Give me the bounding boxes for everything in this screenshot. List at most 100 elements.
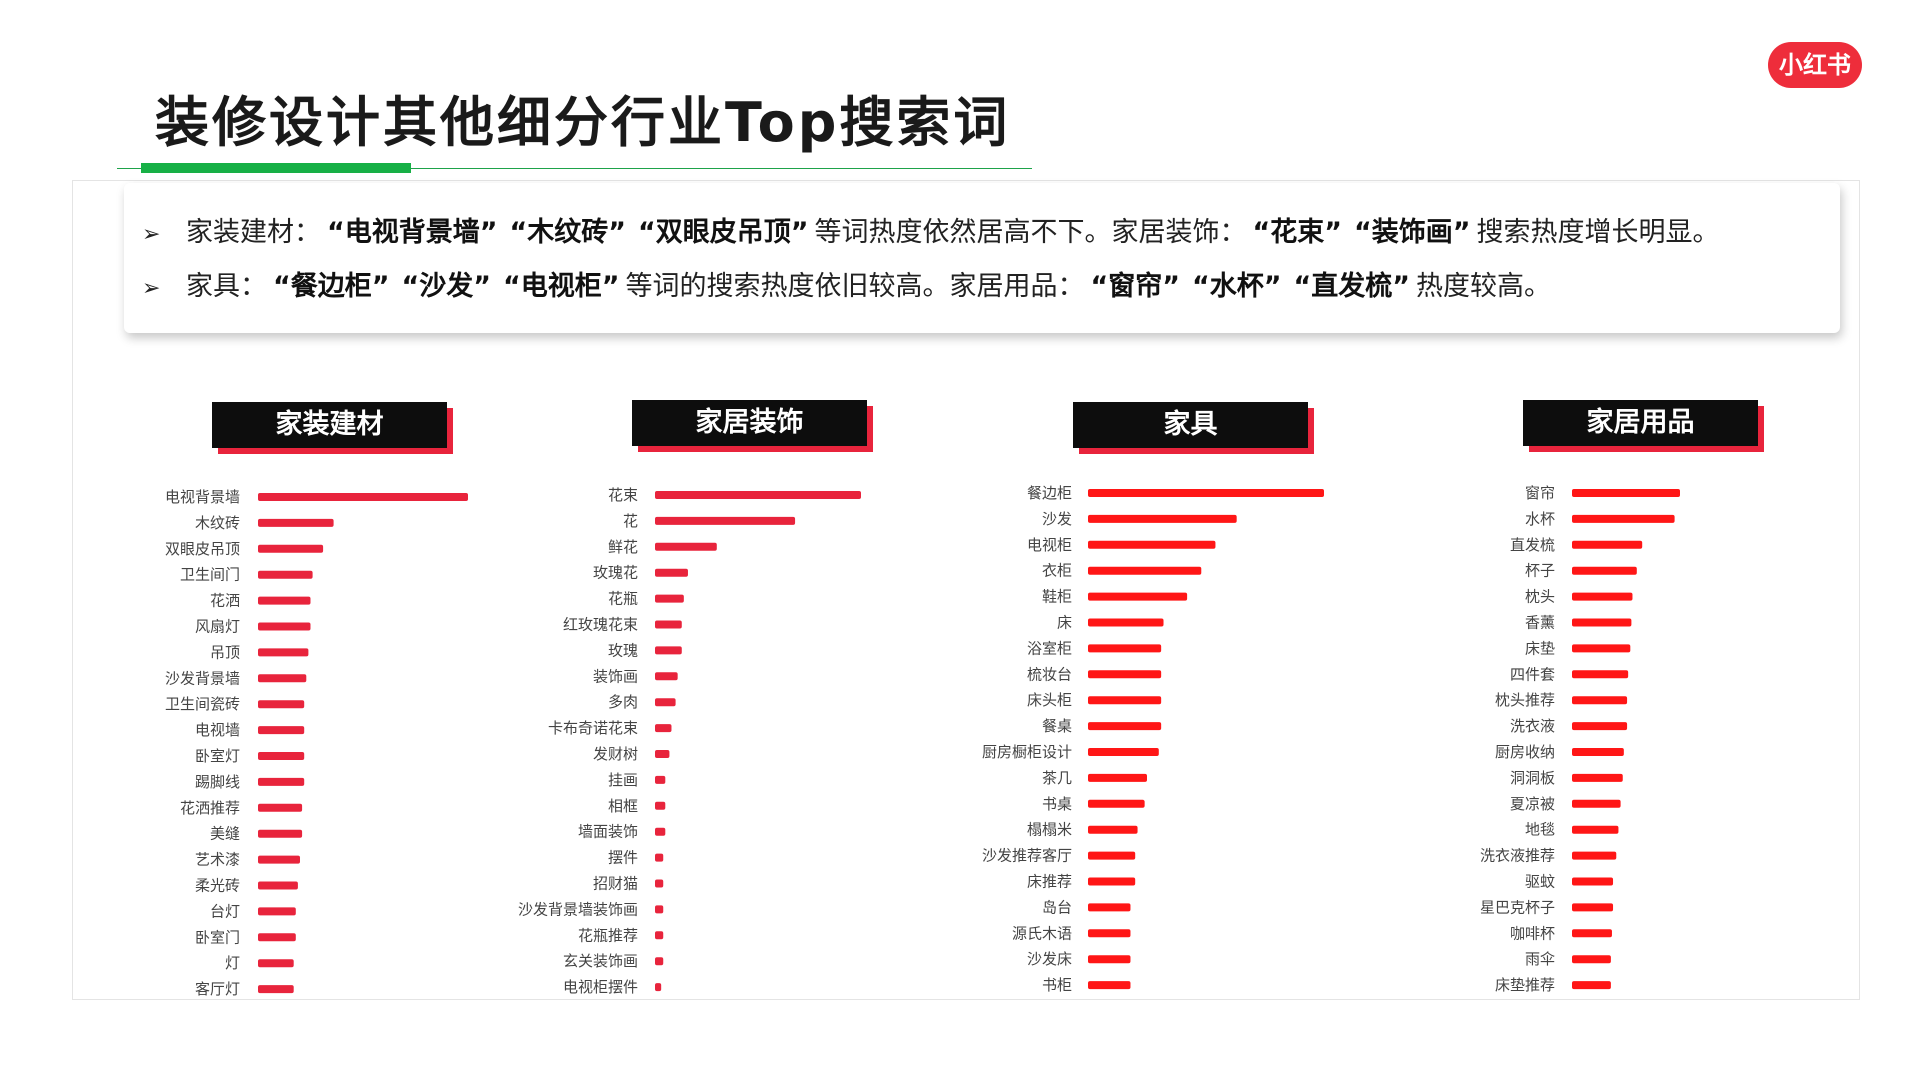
bar (258, 726, 305, 735)
category-label: 电视柜摆件 (563, 978, 638, 996)
bar (655, 827, 666, 836)
summary-segment: 搜索热度增长明显。 (1476, 217, 1720, 248)
chart-title-household-goods: 家居用品 (1523, 400, 1758, 446)
category-label: 沙发背景墙 (165, 669, 240, 687)
summary-segment: “餐边柜” (273, 271, 390, 302)
category-label: 花瓶 (608, 590, 638, 608)
summary-segment: “花束” (1252, 217, 1343, 248)
category-label: 卫生间瓷砖 (165, 695, 240, 713)
bar (1088, 540, 1216, 549)
bar (1572, 825, 1619, 834)
bar (1572, 722, 1628, 731)
bar (1088, 929, 1131, 938)
category-label: 书柜 (1042, 976, 1072, 994)
category-label: 装饰画 (593, 667, 638, 685)
category-label: 花 (623, 512, 638, 530)
bar (1088, 903, 1131, 912)
bar (655, 931, 664, 940)
summary-segment: “沙发” (401, 271, 492, 302)
bar (655, 568, 688, 577)
chart-title-building-materials: 家装建材 (212, 402, 447, 448)
category-label: 电视背景墙 (165, 488, 240, 506)
category-label: 发财树 (593, 745, 638, 763)
summary-segment: “装饰画” (1354, 217, 1471, 248)
category-label: 柔光砖 (195, 877, 240, 895)
category-label: 洗衣液推荐 (1480, 847, 1555, 865)
bar (258, 648, 309, 657)
bar (1088, 877, 1136, 886)
bar (258, 493, 468, 501)
category-label: 沙发床 (1027, 950, 1072, 968)
bar (1572, 877, 1614, 886)
summary-segment: “木纹砖” (509, 217, 627, 248)
bar (655, 724, 672, 733)
category-label: 杯子 (1525, 562, 1555, 580)
category-label: 沙发 (1042, 510, 1072, 528)
bar (258, 674, 307, 683)
summary-segment: “直发梳” (1293, 271, 1411, 302)
category-label: 艺术漆 (195, 851, 240, 869)
bar (655, 853, 664, 862)
summary-segment: “电视柜” (503, 271, 620, 302)
bar (1088, 618, 1164, 627)
bar (1572, 540, 1643, 549)
category-label: 直发梳 (1510, 536, 1555, 554)
category-label: 雨伞 (1525, 950, 1555, 968)
bar (1088, 566, 1202, 575)
summary-segment: “双眼皮吊顶” (638, 217, 809, 248)
category-label: 沙发推荐客厅 (982, 847, 1072, 865)
bar (1088, 696, 1162, 705)
bar (1088, 799, 1145, 808)
bar (1572, 566, 1637, 575)
category-label: 电视墙 (195, 721, 240, 739)
bar (258, 570, 313, 579)
category-label: 浴室柜 (1027, 639, 1072, 657)
bar (1572, 748, 1624, 756)
category-label: 吊顶 (210, 643, 240, 661)
bar (655, 801, 666, 810)
category-label: 卧室灯 (195, 747, 240, 765)
category-label: 鞋柜 (1042, 588, 1072, 606)
category-label: 星巴克杯子 (1480, 898, 1555, 916)
category-label: 四件套 (1510, 665, 1555, 683)
summary-segment: “电视背景墙” (327, 217, 498, 248)
category-label: 玫瑰花 (593, 564, 638, 582)
bar (1088, 644, 1162, 653)
bar (258, 959, 294, 968)
category-label: 厨房收纳 (1495, 743, 1555, 761)
bar (258, 700, 305, 709)
bar (655, 957, 664, 966)
category-label: 梳妆台 (1027, 665, 1072, 683)
bar (1088, 722, 1162, 731)
bar (655, 698, 676, 707)
bar (1088, 825, 1138, 834)
bar (655, 672, 678, 681)
category-label: 洞洞板 (1510, 769, 1555, 787)
category-label: 床头柜 (1027, 691, 1072, 709)
category-label: 咖啡杯 (1510, 924, 1555, 942)
bar (1088, 514, 1237, 523)
bar (1088, 955, 1131, 964)
category-label: 香薰 (1525, 614, 1555, 632)
category-label: 花瓶推荐 (578, 926, 638, 944)
bar (258, 985, 294, 994)
bar (1572, 955, 1611, 964)
summary-box (124, 183, 1840, 333)
category-label: 玄关装饰画 (563, 952, 638, 970)
bullet-arrow-icon: ➢ (142, 222, 161, 247)
bar (1572, 773, 1623, 782)
title-underline (117, 168, 1032, 169)
category-label: 风扇灯 (195, 618, 240, 636)
bar (1572, 851, 1617, 860)
category-label: 餐边柜 (1027, 484, 1072, 502)
bar (258, 881, 298, 890)
category-label: 餐桌 (1042, 717, 1072, 735)
title-accent-bar (141, 163, 411, 173)
bar (1572, 696, 1628, 705)
category-label: 客厅灯 (195, 980, 240, 998)
summary-line-2: ➢ 家具： “餐边柜” “沙发” “电视柜” 等词的搜索热度依旧较高。家居用品： “窗帘” “… (142, 267, 1551, 307)
bar (1088, 489, 1324, 497)
category-label: 夏凉被 (1510, 795, 1555, 813)
bar (1572, 489, 1680, 497)
